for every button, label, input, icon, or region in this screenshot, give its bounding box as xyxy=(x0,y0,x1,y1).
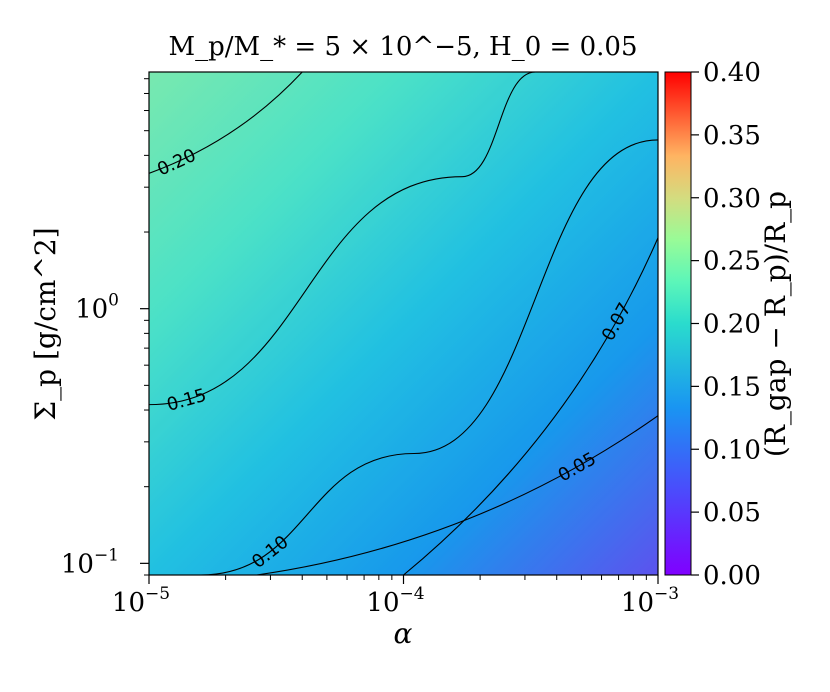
colorbar-tick-label: 0.40 xyxy=(703,58,761,88)
heatmap-field xyxy=(149,72,658,575)
colorbar-tick-label: 0.35 xyxy=(703,121,761,151)
colorbar-tick-label: 0.00 xyxy=(703,561,761,591)
colorbar-tick-label: 0.10 xyxy=(703,435,761,465)
heatmap-field-overlay xyxy=(149,72,658,575)
colorbar-tick-label: 0.25 xyxy=(703,247,761,277)
colorbar xyxy=(664,71,692,576)
colorbar-ticks: 0.00 0.05 0.10 0.15 0.20 0.25 0.30 0.35 0.40 xyxy=(691,58,761,591)
colorbar-label: (R_gap − R_p)/R_p xyxy=(759,191,792,457)
tick-label: 10−4 xyxy=(366,584,424,618)
contour-0.15 xyxy=(149,72,536,406)
contour-0.10 xyxy=(200,139,658,575)
contour-0.07 xyxy=(403,237,658,575)
contour-lines xyxy=(149,72,658,575)
tick-label: 100 xyxy=(75,291,119,325)
chart-title: M_p/M_* = 5 × 10^−5, H_0 = 0.05 xyxy=(169,32,638,62)
contour-0.05 xyxy=(256,415,658,575)
contour-0.20 xyxy=(149,72,303,174)
tick-label: 10−1 xyxy=(61,545,119,579)
colorbar-tick-label: 0.20 xyxy=(703,310,761,340)
y-axis: 10−1 100 xyxy=(61,78,149,579)
colorbar-tick-label: 0.05 xyxy=(703,498,761,528)
y-axis-label: Σ_p [g/cm^2] xyxy=(29,227,62,420)
colorbar-tick-label: 0.15 xyxy=(703,372,761,402)
tick-label: 10−3 xyxy=(621,584,679,618)
x-axis-label: α xyxy=(394,617,413,650)
x-axis: 10−5 10−4 10−3 xyxy=(112,575,679,618)
tick-label: 10−5 xyxy=(112,584,170,618)
colorbar-tick-label: 0.30 xyxy=(703,184,761,214)
